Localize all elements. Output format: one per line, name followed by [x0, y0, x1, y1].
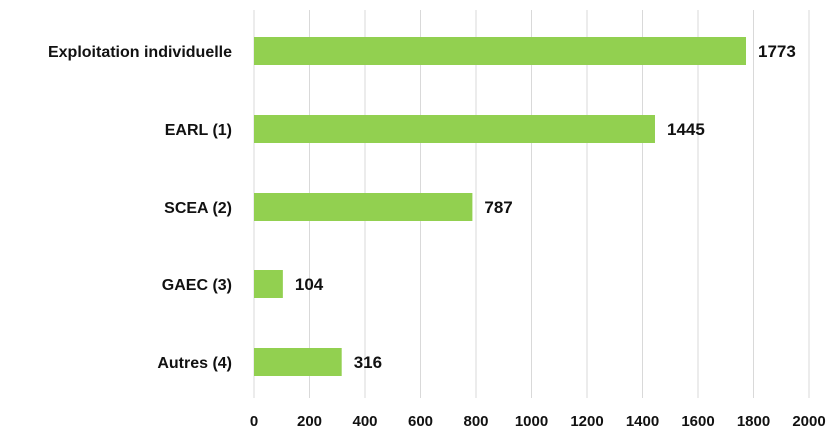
x-tick-label: 1400 [626, 413, 659, 430]
category-label: SCEA (2) [164, 200, 232, 217]
x-tick-label: 2000 [792, 413, 825, 430]
x-tick-label: 0 [250, 413, 258, 430]
x-tick-label: 400 [352, 413, 377, 430]
x-tick-label: 1800 [737, 413, 770, 430]
category-label: Exploitation individuelle [48, 44, 232, 61]
category-label: GAEC (3) [162, 277, 232, 294]
bar-5 [254, 348, 342, 376]
value-label: 1773 [758, 42, 796, 61]
bar-2 [254, 115, 655, 143]
bars [254, 37, 747, 376]
value-label: 1445 [667, 120, 705, 139]
x-tick-label: 600 [408, 413, 433, 430]
x-tick-label: 1200 [570, 413, 603, 430]
value-label: 316 [354, 353, 382, 372]
category-labels: Exploitation individuelle EARL (1) SCEA (2… [48, 44, 232, 372]
bar-4 [254, 270, 283, 298]
bar-3 [254, 193, 473, 221]
category-label: EARL (1) [165, 122, 232, 139]
x-axis-tick-labels: 0 200 400 600 800 1000 1200 1400 1600 1800 2000 [250, 413, 826, 430]
category-label: Autres (4) [157, 355, 232, 372]
x-tick-label: 800 [463, 413, 488, 430]
x-tick-label: 200 [297, 413, 322, 430]
value-label: 104 [295, 275, 324, 294]
gridlines [253, 10, 810, 398]
value-label: 787 [484, 198, 512, 217]
bar-1 [254, 37, 747, 65]
value-labels: 1773 1445 787 104 316 [295, 42, 796, 372]
x-tick-label: 1000 [515, 413, 548, 430]
x-tick-label: 1600 [681, 413, 714, 430]
